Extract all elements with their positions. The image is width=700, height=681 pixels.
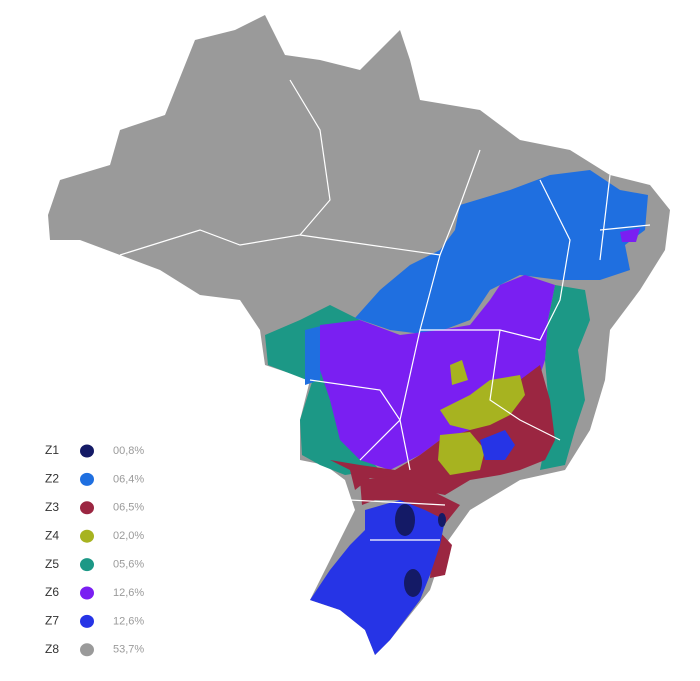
zone-label: Z8 <box>45 642 59 656</box>
zone-share: 06,4% <box>113 473 144 485</box>
state-borders <box>119 79 651 541</box>
zone-swatch <box>80 529 94 543</box>
zone-share: 02,0% <box>113 530 144 542</box>
zone-share: 12,6% <box>113 615 144 627</box>
zone-label: Z7 <box>45 614 59 628</box>
zone-swatch <box>80 558 94 572</box>
zone-region <box>404 569 422 597</box>
zone-label: Z6 <box>45 585 59 599</box>
zone-region <box>265 305 380 475</box>
zone-region <box>450 360 468 385</box>
zone-region <box>310 500 445 655</box>
zone-swatch <box>80 614 94 628</box>
zone-region <box>320 275 555 470</box>
zone-swatch <box>80 472 94 486</box>
zone-region <box>620 228 640 242</box>
zone-regions <box>48 15 670 655</box>
zone-swatch <box>80 501 94 515</box>
zone-swatch <box>80 586 94 600</box>
zone-label: Z5 <box>45 557 59 571</box>
zone-swatch <box>80 444 94 458</box>
zone-share: 53,7% <box>113 644 144 656</box>
zone-label: Z3 <box>45 500 59 514</box>
zone-region <box>438 513 446 527</box>
zone-label: Z2 <box>45 472 59 486</box>
zone-share: 05,6% <box>113 559 144 571</box>
zone-swatch <box>80 643 94 657</box>
zone-share: 12,6% <box>113 587 144 599</box>
zone-label: Z1 <box>45 443 59 457</box>
zone-region <box>480 430 515 460</box>
zone-region <box>440 375 525 430</box>
zone-region <box>355 170 648 335</box>
zone-label: Z4 <box>45 528 59 542</box>
zone-share: 00,8% <box>113 445 144 457</box>
zone-share: 06,5% <box>113 502 144 514</box>
zone-region <box>438 432 485 475</box>
legend: Z1 00,8% Z2 06,4% Z3 06,5% Z4 02,0% Z5 05,6% Z6 12,… <box>45 443 144 657</box>
zone-region <box>395 504 415 536</box>
